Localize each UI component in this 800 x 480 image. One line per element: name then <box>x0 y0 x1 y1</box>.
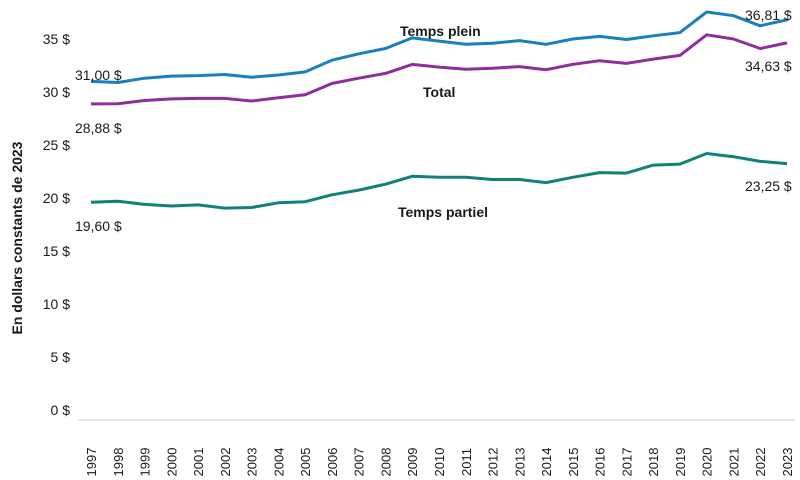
y-tick-label: 10 $ <box>43 296 70 312</box>
y-tick-label: 20 $ <box>43 190 70 206</box>
x-tick-label: 2002 <box>218 448 233 477</box>
series-line-temps-plein <box>90 10 788 84</box>
y-tick-label: 5 $ <box>51 349 71 365</box>
x-tick-label: 2013 <box>512 448 527 477</box>
x-tick-label: 2019 <box>673 448 688 477</box>
series-lines <box>90 10 788 210</box>
x-tick-label: 2006 <box>325 448 340 477</box>
series-line-total <box>90 33 788 106</box>
x-tick-label: 2015 <box>566 448 581 477</box>
start-label-temps-partiel: 19,60 $ <box>75 218 122 234</box>
y-axis-label: En dollars constants de 2023 <box>9 141 25 334</box>
x-axis-ticks: 1997 1998 1999 2000 2001 2002 2003 2004 2005 2006… <box>84 448 795 477</box>
x-tick-label: 2001 <box>191 448 206 477</box>
x-tick-label: 2022 <box>753 448 768 477</box>
y-tick-label: 15 $ <box>43 243 70 259</box>
x-tick-label: 2021 <box>726 448 741 477</box>
y-tick-label: 35 $ <box>43 31 70 47</box>
series-label-temps-partiel: Temps partiel <box>398 204 488 220</box>
x-tick-label: 2008 <box>378 448 393 477</box>
x-tick-label: 2004 <box>271 448 286 477</box>
x-tick-label: 2003 <box>245 448 260 477</box>
x-tick-label: 2011 <box>459 448 474 476</box>
x-tick-label: 1998 <box>111 448 126 477</box>
series-line-temps-partiel <box>90 152 788 210</box>
x-tick-label: 2005 <box>298 448 313 477</box>
x-tick-label: 2010 <box>432 448 447 477</box>
x-tick-label: 1997 <box>84 448 99 477</box>
x-tick-label: 2000 <box>164 448 179 477</box>
x-tick-label: 2023 <box>780 448 795 477</box>
y-tick-label: 30 $ <box>43 84 70 100</box>
series-label-temps-plein: Temps plein <box>400 23 481 39</box>
start-label-total: 28,88 $ <box>75 120 122 136</box>
end-label-total: 34,63 $ <box>745 58 792 74</box>
x-tick-label: 2020 <box>700 448 715 477</box>
end-label-temps-partiel: 23,25 $ <box>745 178 792 194</box>
y-tick-label: 0 $ <box>51 402 71 418</box>
x-tick-label: 2014 <box>539 448 554 477</box>
x-tick-label: 2018 <box>646 448 661 477</box>
y-tick-label: 25 $ <box>43 137 70 153</box>
x-tick-label: 2017 <box>619 448 634 477</box>
y-axis-ticks: 0 $ 5 $ 10 $ 15 $ 20 $ 25 $ 30 $ 35 $ <box>43 31 70 418</box>
start-label-temps-plein: 31,00 $ <box>75 67 122 83</box>
series-label-total: Total <box>423 84 455 100</box>
x-tick-label: 2016 <box>593 448 608 477</box>
x-tick-label: 2007 <box>352 448 367 477</box>
x-tick-label: 2009 <box>405 448 420 477</box>
x-tick-label: 2012 <box>486 448 501 477</box>
end-label-temps-plein: 36,81 $ <box>745 7 792 23</box>
x-tick-label: 1999 <box>138 448 153 477</box>
